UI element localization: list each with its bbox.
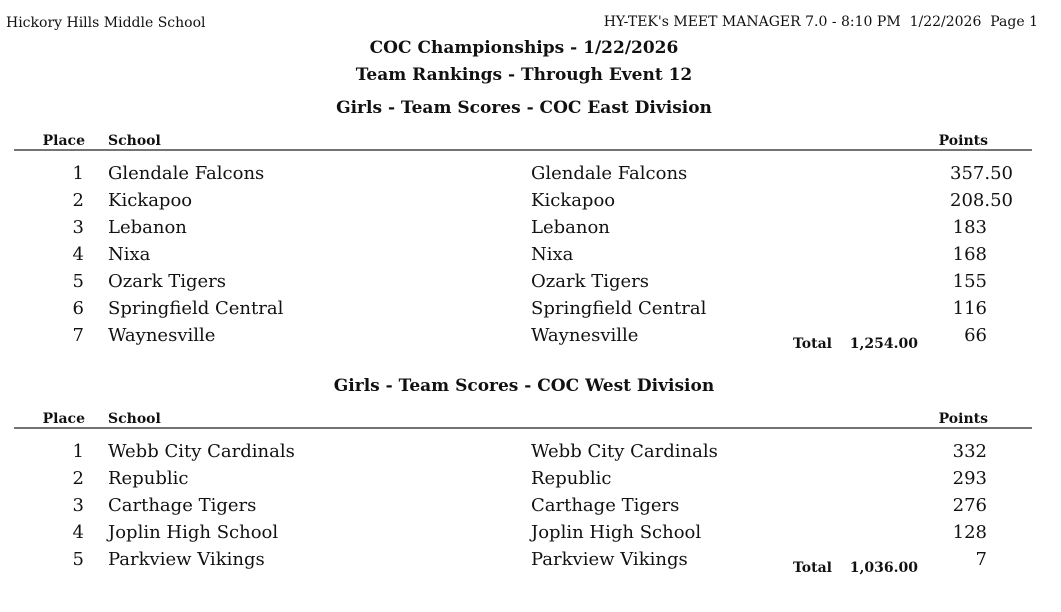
school: Springfield Central bbox=[108, 298, 284, 319]
total-value: 1,254.00 bbox=[850, 336, 918, 352]
points: 7 bbox=[976, 549, 987, 570]
team-name: Republic bbox=[531, 468, 611, 489]
school: Ozark Tigers bbox=[108, 271, 226, 292]
column-header: School bbox=[108, 133, 161, 149]
school: Parkview Vikings bbox=[108, 549, 265, 570]
place: 4 bbox=[73, 522, 84, 543]
team-name: Ozark Tigers bbox=[531, 271, 649, 292]
column-header: Points bbox=[939, 133, 988, 149]
team-name: Joplin High School bbox=[529, 522, 701, 543]
points: 357.50 bbox=[950, 163, 1013, 184]
points: 208.50 bbox=[950, 190, 1013, 211]
total-label: Total bbox=[793, 560, 832, 576]
place: 6 bbox=[73, 298, 84, 319]
section-title: Girls - Team Scores - COC West Division bbox=[334, 376, 714, 396]
team-name: Springfield Central bbox=[531, 298, 707, 319]
column-header: Points bbox=[939, 411, 988, 427]
points: 155 bbox=[953, 271, 987, 292]
place: 1 bbox=[73, 441, 84, 462]
report-subtitle: Team Rankings - Through Event 12 bbox=[356, 65, 693, 85]
column-header: School bbox=[108, 411, 161, 427]
header-left: Hickory Hills Middle School bbox=[6, 15, 206, 31]
column-header: Place bbox=[43, 411, 85, 427]
team-name: Webb City Cardinals bbox=[531, 441, 718, 462]
school: Joplin High School bbox=[106, 522, 278, 543]
school: Carthage Tigers bbox=[108, 495, 256, 516]
school: Glendale Falcons bbox=[108, 163, 264, 184]
team-name: Waynesville bbox=[531, 325, 638, 346]
place: 3 bbox=[73, 217, 84, 238]
place: 1 bbox=[73, 163, 84, 184]
points: 183 bbox=[953, 217, 987, 238]
place: 7 bbox=[73, 325, 84, 346]
team-name: Glendale Falcons bbox=[531, 163, 687, 184]
points: 168 bbox=[953, 244, 987, 265]
place: 5 bbox=[73, 549, 84, 570]
team-name: Parkview Vikings bbox=[531, 549, 688, 570]
team-name: Kickapoo bbox=[531, 190, 615, 211]
total-value: 1,036.00 bbox=[850, 560, 918, 576]
school: Lebanon bbox=[108, 217, 187, 238]
school: Republic bbox=[108, 468, 188, 489]
column-header: Place bbox=[43, 133, 85, 149]
place: 2 bbox=[73, 468, 84, 489]
team-name: Nixa bbox=[531, 244, 574, 265]
school: Nixa bbox=[108, 244, 151, 265]
points: 276 bbox=[953, 495, 987, 516]
points: 66 bbox=[964, 325, 987, 346]
total-label: Total bbox=[793, 336, 832, 352]
points: 128 bbox=[953, 522, 987, 543]
school: Kickapoo bbox=[108, 190, 192, 211]
team-name: Carthage Tigers bbox=[531, 495, 679, 516]
points: 332 bbox=[953, 441, 987, 462]
section-title: Girls - Team Scores - COC East Division bbox=[336, 98, 712, 118]
school: Waynesville bbox=[108, 325, 215, 346]
header-right: HY-TEK's MEET MANAGER 7.0 - 8:10 PM 1/22… bbox=[604, 14, 1038, 30]
team-name: Lebanon bbox=[531, 217, 610, 238]
place: 5 bbox=[73, 271, 84, 292]
school: Webb City Cardinals bbox=[108, 441, 295, 462]
place: 4 bbox=[73, 244, 84, 265]
place: 3 bbox=[73, 495, 84, 516]
points: 293 bbox=[953, 468, 987, 489]
report-title: COC Championships - 1/22/2026 bbox=[370, 38, 679, 58]
points: 116 bbox=[953, 298, 987, 319]
place: 2 bbox=[73, 190, 84, 211]
